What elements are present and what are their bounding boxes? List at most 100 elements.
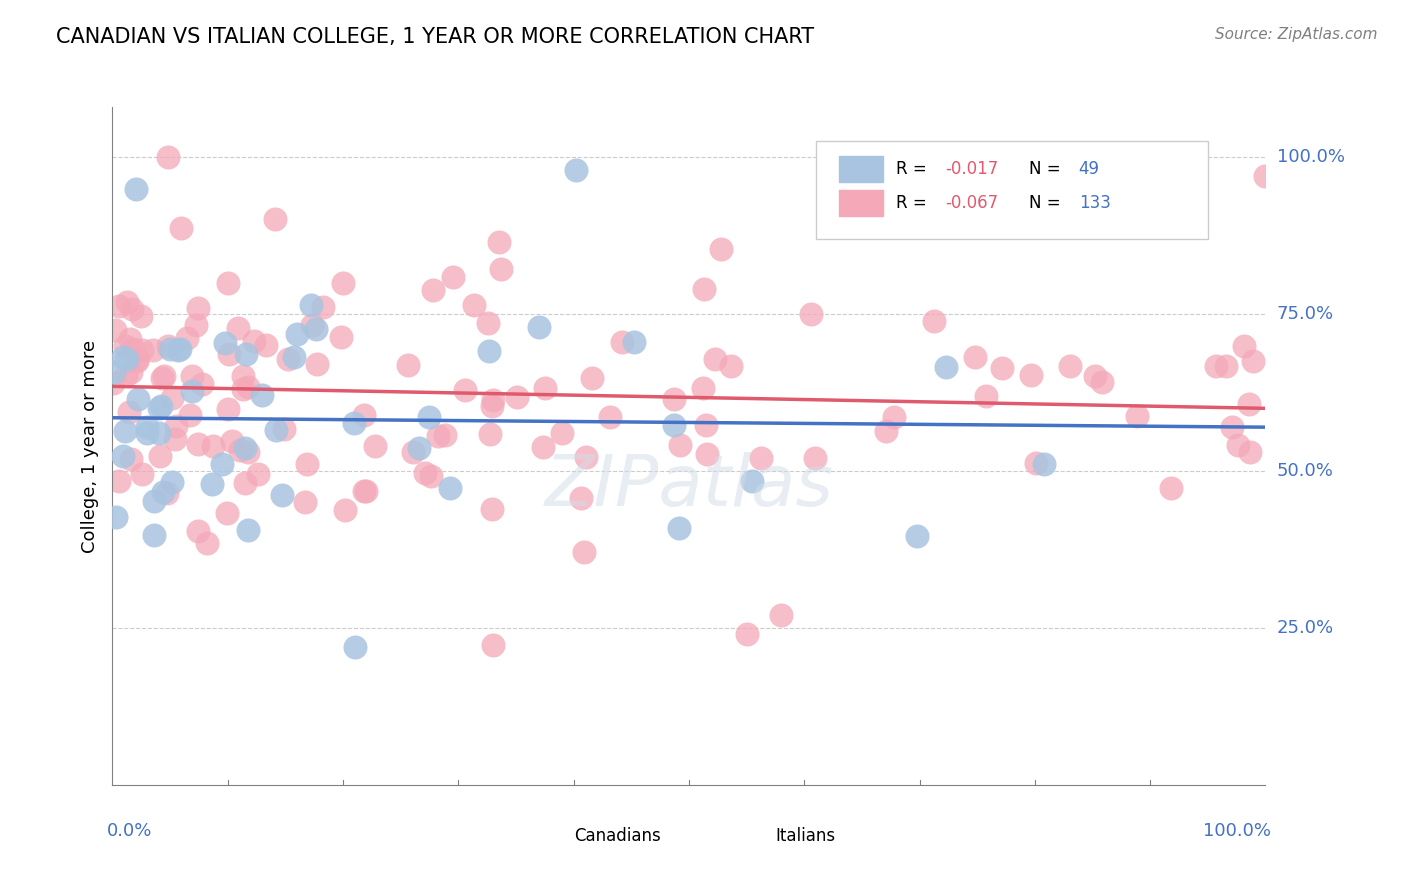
- Point: [229, 443, 252, 458]
- Point: [235, 441, 257, 455]
- Point: [693, 282, 716, 296]
- Text: 0.0%: 0.0%: [107, 822, 152, 840]
- Point: [482, 638, 505, 652]
- Text: N =: N =: [1029, 160, 1066, 178]
- Point: [214, 336, 236, 351]
- Point: [408, 442, 430, 456]
- Point: [488, 235, 510, 249]
- Point: [108, 475, 131, 489]
- Point: [610, 334, 633, 349]
- Point: [418, 410, 440, 425]
- Point: [114, 368, 136, 382]
- Point: [263, 211, 285, 226]
- Point: [124, 181, 146, 195]
- Point: [169, 343, 191, 357]
- Point: [163, 433, 186, 447]
- Point: [201, 477, 224, 491]
- Point: [990, 361, 1012, 376]
- Point: [454, 384, 477, 398]
- FancyBboxPatch shape: [724, 826, 763, 848]
- Point: [1237, 397, 1260, 411]
- Text: Italians: Italians: [776, 827, 835, 845]
- Point: [285, 327, 308, 342]
- Point: [527, 319, 550, 334]
- Point: [692, 381, 714, 395]
- Point: [1091, 375, 1114, 389]
- Point: [1233, 339, 1256, 353]
- Text: CANADIAN VS ITALIAN COLLEGE, 1 YEAR OR MORE CORRELATION CHART: CANADIAN VS ITALIAN COLLEGE, 1 YEAR OR M…: [56, 27, 814, 46]
- Text: 50.0%: 50.0%: [1277, 462, 1333, 480]
- Point: [922, 314, 945, 328]
- Point: [115, 351, 138, 366]
- Point: [127, 352, 149, 367]
- Point: [148, 426, 170, 441]
- Point: [179, 409, 201, 423]
- Point: [221, 434, 243, 448]
- Point: [534, 381, 557, 395]
- Text: R =: R =: [897, 194, 932, 211]
- Point: [103, 365, 125, 379]
- Point: [127, 392, 149, 407]
- Point: [254, 338, 277, 352]
- Point: [426, 428, 449, 442]
- Point: [294, 495, 316, 509]
- Y-axis label: College, 1 year or more: College, 1 year or more: [80, 340, 98, 552]
- Point: [664, 418, 686, 433]
- Point: [735, 627, 758, 641]
- Point: [305, 321, 328, 335]
- Point: [354, 483, 377, 498]
- Point: [1084, 368, 1107, 383]
- Point: [333, 503, 356, 517]
- Point: [120, 365, 142, 379]
- Point: [575, 450, 598, 464]
- Point: [531, 441, 554, 455]
- Point: [217, 402, 239, 417]
- Point: [396, 358, 419, 372]
- Point: [481, 393, 503, 408]
- Point: [343, 640, 366, 654]
- Point: [159, 342, 181, 356]
- FancyBboxPatch shape: [839, 190, 883, 216]
- Text: N =: N =: [1029, 194, 1066, 211]
- Point: [301, 318, 323, 333]
- Point: [477, 316, 499, 330]
- Point: [422, 284, 444, 298]
- Point: [176, 331, 198, 345]
- Point: [104, 323, 127, 337]
- Point: [238, 445, 260, 459]
- Point: [148, 401, 170, 416]
- Point: [105, 510, 128, 524]
- Point: [217, 276, 239, 290]
- Point: [187, 524, 209, 538]
- Text: Canadians: Canadians: [574, 827, 661, 845]
- Point: [695, 417, 717, 432]
- Point: [1126, 409, 1149, 423]
- Point: [150, 399, 173, 413]
- Point: [264, 424, 287, 438]
- Point: [131, 467, 153, 482]
- Point: [963, 351, 986, 365]
- Point: [623, 334, 645, 349]
- Point: [201, 439, 224, 453]
- Point: [804, 450, 827, 465]
- Point: [353, 409, 375, 423]
- Point: [191, 377, 214, 392]
- Text: -0.017: -0.017: [945, 160, 998, 178]
- Point: [232, 382, 254, 396]
- Point: [238, 524, 260, 538]
- Point: [122, 343, 145, 357]
- Point: [1215, 359, 1237, 373]
- Point: [101, 376, 124, 390]
- Point: [180, 369, 202, 384]
- Point: [152, 485, 174, 500]
- Point: [120, 451, 142, 466]
- Point: [491, 261, 513, 276]
- Point: [283, 351, 305, 365]
- Point: [118, 332, 141, 346]
- Point: [749, 450, 772, 465]
- Text: 49: 49: [1078, 160, 1099, 178]
- Text: Source: ZipAtlas.com: Source: ZipAtlas.com: [1215, 27, 1378, 42]
- Point: [420, 469, 443, 483]
- Point: [574, 544, 596, 558]
- Point: [875, 424, 897, 438]
